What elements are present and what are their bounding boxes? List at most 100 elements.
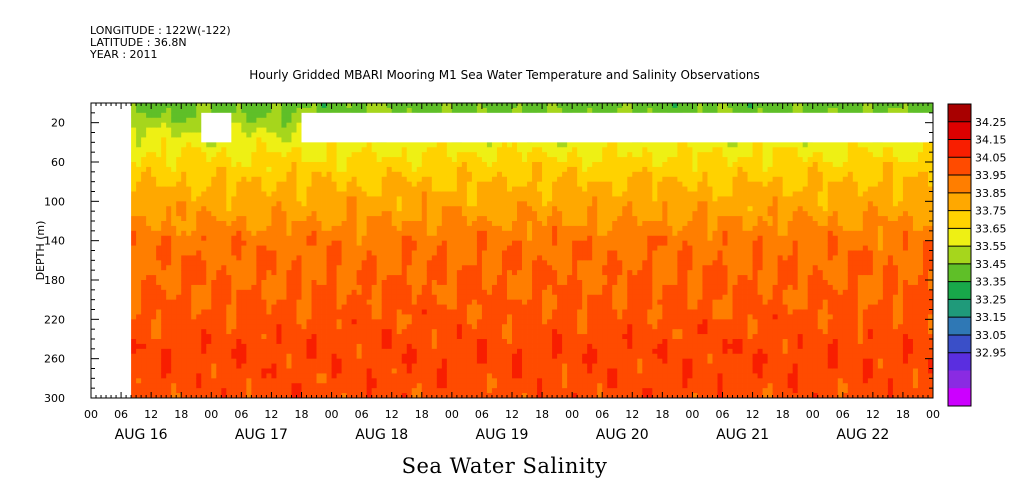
salinity-cell xyxy=(451,186,458,192)
salinity-cell xyxy=(196,388,202,394)
salinity-cell xyxy=(146,142,152,148)
salinity-cell xyxy=(366,196,373,202)
salinity-cell xyxy=(316,206,322,212)
salinity-cell xyxy=(406,339,413,345)
salinity-cell xyxy=(241,245,247,251)
salinity-cell xyxy=(241,383,247,389)
salinity-cell xyxy=(246,147,252,153)
salinity-cell xyxy=(346,147,353,153)
salinity-cell xyxy=(356,388,363,394)
salinity-cell xyxy=(336,309,342,315)
salinity-cell xyxy=(196,137,202,143)
salinity-cell xyxy=(496,216,503,222)
salinity-cell xyxy=(361,162,368,168)
salinity-cell xyxy=(136,309,142,315)
salinity-cell xyxy=(226,201,232,207)
salinity-cell xyxy=(436,142,443,148)
salinity-cell xyxy=(356,152,363,158)
salinity-cell xyxy=(221,107,227,114)
salinity-cell xyxy=(276,294,282,301)
salinity-cell xyxy=(491,206,498,212)
salinity-cell xyxy=(411,230,418,237)
salinity-cell xyxy=(141,191,147,197)
salinity-cell xyxy=(471,240,478,246)
salinity-cell xyxy=(426,314,433,320)
salinity-cell xyxy=(256,260,262,266)
salinity-cell xyxy=(476,107,483,114)
salinity-cell xyxy=(331,284,337,291)
salinity-cell xyxy=(131,275,137,281)
salinity-cell xyxy=(471,230,478,237)
salinity-cell xyxy=(191,383,197,389)
salinity-cell xyxy=(321,181,327,187)
salinity-cell xyxy=(306,353,312,360)
salinity-cell xyxy=(151,304,157,310)
salinity-cell xyxy=(341,270,348,276)
salinity-cell xyxy=(406,191,413,197)
salinity-cell xyxy=(386,343,393,350)
salinity-cell xyxy=(176,309,182,315)
salinity-cell xyxy=(426,275,433,281)
salinity-cell xyxy=(256,334,262,340)
salinity-cell xyxy=(346,388,353,394)
salinity-cell xyxy=(256,181,262,187)
salinity-cell xyxy=(436,275,443,281)
salinity-cell xyxy=(336,166,342,173)
salinity-cell xyxy=(171,250,177,256)
salinity-cell xyxy=(451,250,458,256)
salinity-cell xyxy=(191,299,197,305)
salinity-cell xyxy=(431,339,438,345)
salinity-cell xyxy=(241,329,247,335)
salinity-cell xyxy=(436,191,443,197)
salinity-cell xyxy=(151,162,157,168)
salinity-cell xyxy=(276,353,282,360)
salinity-cell xyxy=(386,358,393,364)
salinity-cell xyxy=(296,117,302,124)
salinity-cell xyxy=(151,142,157,148)
salinity-cell xyxy=(131,284,137,291)
salinity-cell xyxy=(361,299,368,305)
salinity-cell xyxy=(171,216,177,222)
salinity-cell xyxy=(216,289,222,296)
salinity-cell xyxy=(451,368,458,374)
salinity-cell xyxy=(161,284,167,291)
salinity-cell xyxy=(176,255,182,261)
salinity-cell xyxy=(471,329,478,335)
salinity-cell xyxy=(206,353,212,360)
salinity-cell xyxy=(496,329,503,335)
salinity-cell xyxy=(326,299,332,305)
salinity-cell xyxy=(266,280,272,286)
salinity-cell xyxy=(331,216,337,222)
salinity-cell xyxy=(481,378,488,384)
salinity-cell xyxy=(451,142,458,148)
salinity-cell xyxy=(431,103,438,109)
salinity-cell xyxy=(221,324,227,330)
salinity-cell xyxy=(391,299,398,305)
salinity-cell xyxy=(386,166,393,173)
salinity-cell xyxy=(376,201,383,207)
salinity-cell xyxy=(131,117,137,124)
salinity-cell xyxy=(356,383,363,389)
salinity-cell xyxy=(351,319,358,325)
salinity-cell xyxy=(291,393,297,399)
salinity-cell xyxy=(141,107,147,114)
salinity-cell xyxy=(501,221,508,227)
salinity-cell xyxy=(191,186,197,192)
salinity-cell xyxy=(251,284,257,291)
salinity-cell xyxy=(426,157,433,163)
salinity-cell xyxy=(371,240,378,246)
salinity-cell xyxy=(341,225,348,232)
salinity-cell xyxy=(441,373,448,379)
salinity-cell xyxy=(506,142,513,148)
salinity-cell xyxy=(351,230,358,237)
salinity-cell xyxy=(186,314,192,320)
salinity-cell xyxy=(186,230,192,237)
salinity-cell xyxy=(391,294,398,301)
salinity-cell xyxy=(396,280,403,286)
salinity-cell xyxy=(476,319,483,325)
salinity-cell xyxy=(416,270,423,276)
salinity-cell xyxy=(181,329,187,335)
salinity-cell xyxy=(166,289,172,296)
salinity-cell xyxy=(351,196,358,202)
salinity-cell xyxy=(451,353,458,360)
